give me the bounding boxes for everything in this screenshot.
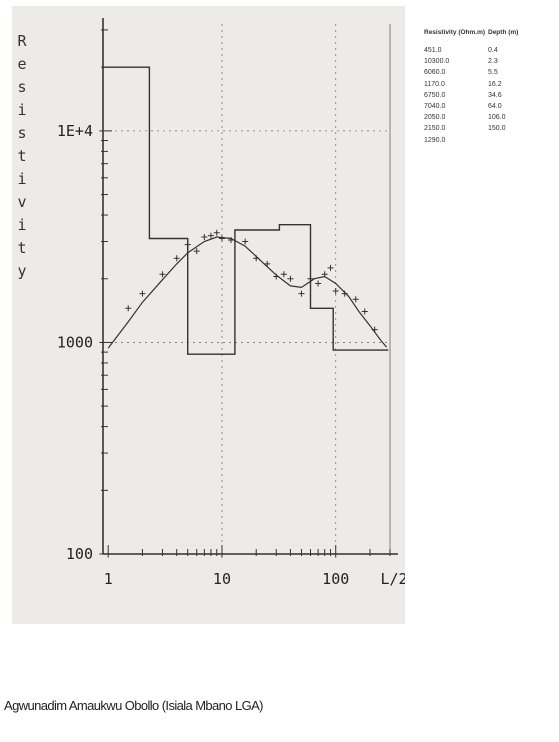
cell-depth: 5.5 (488, 69, 498, 77)
y-axis-label-letter: s (17, 124, 26, 142)
cell-resistivity: 7040.0 (424, 102, 446, 110)
observed-point (298, 290, 305, 297)
x-tick-label: 1 (104, 570, 113, 588)
y-axis-label-letter: e (17, 55, 26, 73)
observed-point (139, 290, 146, 297)
cell-depth: 2.3 (488, 58, 498, 66)
cell-depth: 106.0 (488, 114, 506, 122)
cell-resistivity: 1290.0 (424, 136, 446, 144)
cell-resistivity: 2050.0 (424, 114, 446, 122)
y-axis-label-letter: i (17, 101, 26, 119)
observed-point (125, 305, 132, 312)
observed-point (264, 260, 271, 267)
table-row: 1290.0 (424, 135, 556, 146)
cell-resistivity: 6060.0 (424, 69, 446, 77)
observed-point (315, 280, 322, 287)
y-axis-label-letter: t (17, 239, 26, 257)
layer-model-series (103, 66, 389, 355)
y-axis-label-letter: v (17, 193, 26, 211)
table-row: 2150.0 150.0 (424, 123, 556, 134)
observed-point (371, 326, 378, 333)
y-tick-label: 1E+4 (57, 122, 93, 140)
y-axis-label-letter: y (17, 262, 26, 280)
cell-resistivity: 451.0 (424, 47, 442, 54)
observed-points-series (125, 229, 378, 333)
observed-point (280, 271, 287, 278)
observed-point (327, 264, 334, 271)
plot-ticks (99, 29, 391, 558)
header-resistivity: Resistivity (Ohm.m) (424, 29, 486, 36)
observed-point (159, 271, 166, 278)
cell-depth: 16.2 (488, 80, 502, 88)
y-axis-label-letter: t (17, 147, 26, 165)
observed-point (218, 235, 225, 242)
figure-caption: Agwunadim Amaukwu Obollo (Isiala Mbano L… (4, 698, 264, 713)
observed-point (213, 229, 220, 236)
y-axis-label-letter: s (17, 78, 26, 96)
x-tick-label: 100 (322, 570, 349, 588)
observed-point (321, 271, 328, 278)
observed-point (352, 296, 359, 303)
observed-point (341, 290, 348, 297)
observed-point (193, 248, 200, 255)
cell-resistivity: 1170.0 (424, 80, 445, 88)
table-row: 6750.0 34.6 (424, 90, 556, 101)
y-tick-label: 1000 (57, 333, 93, 351)
observed-point (184, 241, 191, 248)
plot-axes (102, 18, 398, 555)
observed-point (201, 234, 208, 241)
table-row: 7040.0 64.0 (424, 101, 556, 112)
cell-depth (488, 135, 548, 146)
y-axis-label-letter: R (17, 32, 27, 50)
cell-depth: 34.6 (488, 91, 502, 99)
cell-depth: 0.4 (488, 47, 498, 54)
table-row: 10300.0 2.3 (424, 56, 556, 67)
header-depth: Depth (m) (488, 29, 519, 36)
cell-resistivity: 10300.0 (424, 58, 450, 66)
table-row: 1170.0 16.2 (424, 79, 556, 90)
plot-grid (103, 24, 390, 554)
cell-depth: 64.0 (488, 102, 502, 110)
x-tick-label: 10 (213, 570, 231, 588)
resistivity-depth-table: Resistivity (Ohm.m) Depth (m) 451.0 0.4 1… (424, 29, 556, 146)
table-row: 6060.0 5.5 (424, 67, 556, 78)
observed-point (173, 255, 180, 262)
observed-point (273, 273, 280, 280)
observed-point (332, 288, 339, 295)
observed-point (307, 275, 314, 282)
table-row: 451.0 0.4 (424, 45, 556, 56)
table-row: 2050.0 106.0 (424, 112, 556, 123)
observed-point (287, 275, 294, 282)
cell-resistivity: 2150.0 (424, 125, 446, 133)
observed-point (361, 308, 368, 315)
x-axis-label: L/2 (380, 570, 405, 588)
cell-depth: 150.0 (488, 125, 506, 133)
observed-point (242, 238, 249, 245)
y-axis-label-letter: i (17, 216, 26, 234)
layer-model-line (103, 66, 389, 355)
observed-point (253, 255, 260, 262)
y-tick-label: 100 (66, 545, 93, 563)
observed-point (227, 236, 234, 243)
observed-point (207, 232, 214, 239)
table-header: Resistivity (Ohm.m) Depth (m) (424, 29, 556, 36)
cell-resistivity: 6750.0 (424, 91, 446, 99)
y-axis-label-letter: i (17, 170, 26, 188)
